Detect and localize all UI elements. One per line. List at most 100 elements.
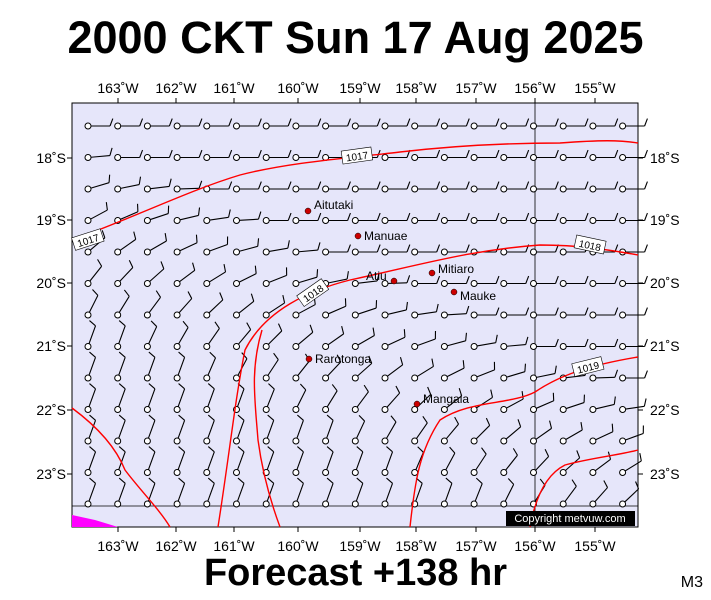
wind-barb xyxy=(440,332,468,350)
wind-barb xyxy=(411,275,441,287)
wind-barb xyxy=(292,414,304,445)
wind-barb xyxy=(559,118,589,130)
wind-barb xyxy=(262,323,283,350)
wind-barb xyxy=(322,414,334,445)
lat-label: 23˚S xyxy=(36,466,66,482)
lon-label: 163˚W xyxy=(97,80,139,96)
wind-barb xyxy=(143,261,165,287)
wind-barb xyxy=(351,327,375,350)
svg-text:Mauke: Mauke xyxy=(460,289,496,303)
longitude-labels-top: 163˚W 162˚W 161˚W 160˚W 159˚W 158˚W 157˚… xyxy=(97,80,616,96)
wind-barb xyxy=(470,181,500,193)
wind-barb xyxy=(381,385,401,413)
wind-barbs xyxy=(84,118,648,508)
wind-barb xyxy=(500,307,530,319)
isobar-label: 1017 xyxy=(340,146,374,164)
lat-label: 19˚S xyxy=(36,212,66,228)
wind-barb xyxy=(233,446,245,476)
wind-barb xyxy=(173,414,186,445)
wind-barb xyxy=(233,293,255,319)
wind-barb xyxy=(292,477,304,508)
svg-text:Mangaia: Mangaia xyxy=(423,392,469,406)
lon-label: 163˚W xyxy=(97,538,139,554)
lat-label: 18˚S xyxy=(36,150,66,166)
wind-barb xyxy=(114,289,130,319)
lat-label: 20˚S xyxy=(650,275,680,291)
lon-label: 162˚W xyxy=(155,80,197,96)
place-marker: Aitutaki xyxy=(304,198,353,215)
axis-ticks xyxy=(67,98,643,532)
wind-barb xyxy=(381,446,394,476)
wind-barb xyxy=(559,479,577,508)
wind-barb xyxy=(500,275,530,287)
wind-barb xyxy=(619,370,648,382)
wind-barb xyxy=(84,477,97,508)
wind-barb xyxy=(500,363,526,382)
wind-barb xyxy=(143,477,156,508)
wind-barb xyxy=(292,181,322,193)
wind-barb xyxy=(589,307,619,319)
wind-barb xyxy=(559,338,589,350)
wind-barb xyxy=(233,322,252,350)
wind-barb xyxy=(470,118,500,130)
wind-barb xyxy=(381,244,411,256)
wind-barb xyxy=(203,383,215,413)
svg-text:Mitiaro: Mitiaro xyxy=(438,262,474,276)
wind-barb xyxy=(114,414,126,445)
wind-barb xyxy=(440,118,470,130)
wind-barb xyxy=(84,259,103,287)
wind-barb xyxy=(530,307,559,319)
wind-barb xyxy=(292,269,319,287)
wind-barb xyxy=(143,178,172,193)
lon-label: 162˚W xyxy=(155,538,197,554)
wind-barb xyxy=(173,234,198,256)
wind-barb xyxy=(203,446,215,476)
wind-barb xyxy=(84,174,111,193)
wind-barb xyxy=(233,211,262,224)
wind-barb xyxy=(84,202,108,224)
wind-barb xyxy=(351,212,381,224)
wind-barb xyxy=(470,275,500,287)
lon-label: 160˚W xyxy=(277,80,319,96)
wind-barb xyxy=(530,212,559,224)
lat-label: 19˚S xyxy=(650,212,680,228)
wind-barb xyxy=(619,118,648,130)
wind-barb xyxy=(84,320,97,350)
lat-label: 22˚S xyxy=(36,402,66,418)
place-marker: Mangaia xyxy=(413,392,469,408)
wind-barb xyxy=(381,415,397,445)
wind-barb xyxy=(559,181,589,193)
forecast-label: Forecast +138 hr xyxy=(203,552,508,594)
wind-barb xyxy=(470,361,496,382)
wind-barb xyxy=(440,446,456,476)
wind-barb xyxy=(559,450,581,476)
wind-barb xyxy=(440,388,463,413)
wind-barb xyxy=(322,384,338,413)
wind-barb xyxy=(114,383,126,413)
isobar-label: 1018 xyxy=(573,234,607,255)
wind-barb xyxy=(84,383,97,413)
wind-barb xyxy=(262,212,292,224)
copyright-badge: Copyright metvuw.com xyxy=(506,511,635,526)
wind-barb xyxy=(84,147,113,161)
wind-barb xyxy=(619,452,642,476)
map-title: 2000 CKT Sun 17 Aug 2025 xyxy=(67,12,644,63)
wind-barb xyxy=(84,446,97,476)
wind-barb xyxy=(114,149,144,161)
place-marker: Mauke xyxy=(450,288,496,303)
wind-barb xyxy=(619,481,640,508)
place-marker: Rarotonga xyxy=(305,352,371,366)
wind-barb xyxy=(173,207,201,224)
wind-barb xyxy=(530,338,559,350)
wind-barb xyxy=(351,118,381,130)
wind-barb xyxy=(619,181,648,193)
isobar-line xyxy=(71,140,639,241)
wind-barb xyxy=(84,351,97,382)
wind-barb xyxy=(589,396,616,413)
wind-barb xyxy=(233,238,260,256)
wind-barb xyxy=(143,205,170,224)
wind-barb xyxy=(322,181,351,193)
wind-barb xyxy=(114,446,126,476)
lon-label: 157˚W xyxy=(455,538,497,554)
